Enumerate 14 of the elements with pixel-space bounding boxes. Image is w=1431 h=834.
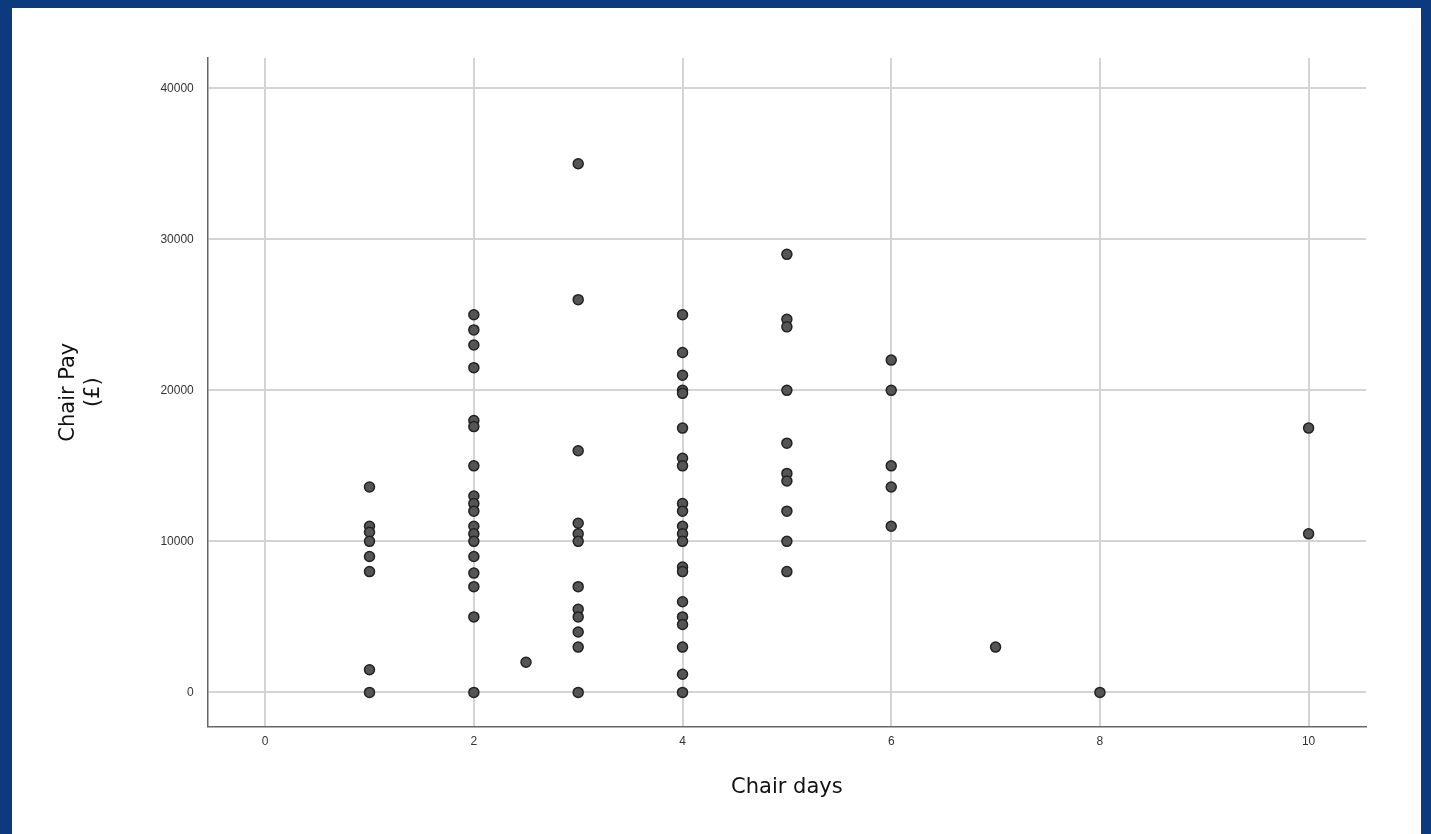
x-axis-title: Chair days bbox=[731, 773, 843, 798]
y-axis-title: Chair Pay (£) bbox=[55, 342, 105, 442]
x-tick-label: 2 bbox=[470, 733, 478, 748]
y-tick-label: 10000 bbox=[160, 533, 195, 548]
y-tick-label: 20000 bbox=[160, 382, 195, 397]
x-tick-label: 10 bbox=[1301, 733, 1316, 748]
x-tick-label: 4 bbox=[679, 733, 687, 748]
x-tick-label: 6 bbox=[887, 733, 895, 748]
page-panel: Chair days Chair Pay (£) 0 2 4 6 8 10 0 10000 20000 30000 40000 bbox=[12, 8, 1421, 834]
y-tick-label: 30000 bbox=[160, 231, 195, 246]
x-tick-label: 8 bbox=[1096, 733, 1104, 748]
x-tick-label: 0 bbox=[261, 733, 269, 748]
y-tick-label: 0 bbox=[187, 684, 195, 699]
y-tick-label: 40000 bbox=[160, 80, 195, 95]
